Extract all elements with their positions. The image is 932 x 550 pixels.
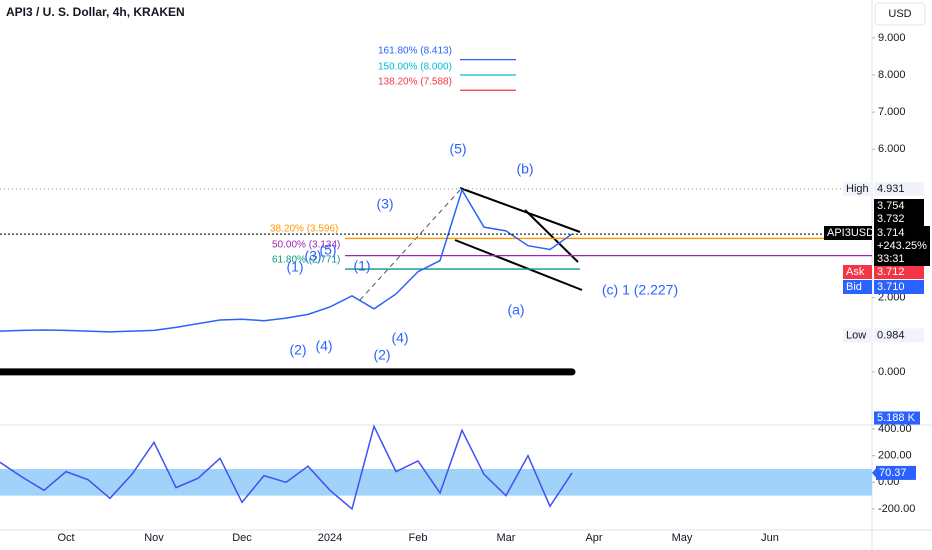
y-tick-label: 2.000	[878, 292, 906, 304]
price-tag-box	[874, 280, 924, 294]
countdown: 33:31	[877, 253, 905, 265]
trendline	[524, 209, 579, 263]
wave-label: (1)	[286, 259, 303, 275]
price-tag-box	[874, 328, 924, 343]
x-tick-label: Dec	[232, 532, 252, 544]
price-tag: 3.712	[877, 266, 905, 278]
last-price: 3.714	[877, 227, 905, 239]
price-tag: 3.710	[877, 281, 905, 293]
wave-label: (c) 1 (2.227)	[602, 282, 678, 298]
wave-label: (2)	[373, 347, 390, 363]
wave-label: (b)	[516, 161, 533, 177]
x-tick-label: Nov	[144, 532, 164, 544]
x-tick-label: Feb	[409, 532, 428, 544]
wave-label: (3)	[376, 196, 393, 212]
fib-label: 161.80% (8.413)	[378, 46, 452, 57]
trendline	[359, 189, 461, 301]
y-tick-label: 0.000	[878, 366, 906, 378]
x-tick-label: Jun	[761, 532, 779, 544]
fib-label: 150.00% (8.000)	[378, 62, 452, 73]
price-tag-name-box	[843, 265, 872, 279]
y-tick-label: 7.000	[878, 106, 906, 118]
price-tag-box	[874, 212, 924, 226]
fib-label: 61.80% (2.771)	[272, 255, 340, 266]
volume-tag: 5.188 K	[877, 412, 916, 424]
price-tag-box	[874, 265, 924, 279]
trendline	[454, 239, 583, 291]
symbol-tag-box	[824, 226, 872, 240]
y-tick-label: 400.00	[878, 423, 912, 435]
price-tag: 3.754	[877, 200, 905, 212]
band	[0, 468, 872, 496]
volume-tag-box	[874, 411, 920, 425]
indicator-tag-box	[876, 465, 916, 480]
price-tag-box	[874, 199, 924, 213]
price-tag-name-box	[843, 181, 872, 196]
wave-label: (3)	[304, 248, 321, 264]
price-tag-name: Ask	[846, 266, 865, 278]
fib-label: 50.00% (3.134)	[272, 240, 340, 251]
price-tag-name-box	[843, 328, 872, 343]
price-tag: 0.984	[877, 329, 905, 341]
price-line	[0, 188, 573, 333]
chart-title: API3 / U. S. Dollar, 4h, KRAKEN	[6, 5, 185, 19]
last-price-box	[874, 226, 930, 266]
price-tag: 4.931	[877, 183, 905, 195]
wave-label: (2)	[289, 342, 306, 358]
y-tick-label: 6.000	[878, 143, 906, 155]
y-tick-label: 8.000	[878, 69, 906, 81]
wave-label: (4)	[391, 330, 408, 346]
currency-button[interactable]	[874, 2, 926, 26]
wave-label: (a)	[507, 302, 524, 318]
symbol-tag: API3USD	[827, 227, 874, 239]
price-tag-name-box	[843, 280, 872, 294]
x-tick-label: Apr	[585, 532, 602, 544]
fib-label: 38.20% (3.596)	[270, 224, 338, 235]
y-tick-label: 9.000	[878, 32, 906, 44]
indicator-line	[0, 424, 573, 511]
x-tick-label: Mar	[497, 532, 516, 544]
change: +243.25%	[877, 240, 927, 252]
x-tick-label: 2024	[318, 532, 342, 544]
x-tick-label: Oct	[57, 532, 74, 544]
indicator-tag: 70.37	[879, 467, 907, 479]
x-tick-label: May	[672, 532, 693, 544]
price-tag-name: Low	[846, 329, 866, 341]
wave-label: (5)	[319, 242, 336, 258]
trendline	[459, 187, 581, 233]
price-tag-name: Bid	[846, 281, 862, 293]
price-tag: 3.732	[877, 213, 905, 225]
y-tick-label: -200.00	[878, 503, 915, 515]
price-tag-name: High	[846, 183, 869, 195]
currency[interactable]: USD	[888, 8, 911, 20]
price-tag-box	[874, 181, 924, 196]
wave-label: (5)	[449, 141, 466, 157]
wave-label: (4)	[315, 338, 332, 354]
fib-label: 138.20% (7.588)	[378, 77, 452, 88]
y-tick-label: 200.00	[878, 450, 912, 462]
wave-label: (1)	[353, 258, 370, 274]
